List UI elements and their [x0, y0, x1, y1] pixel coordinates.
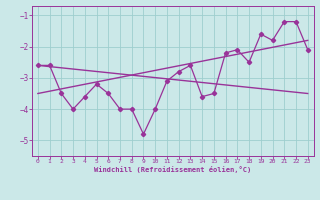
X-axis label: Windchill (Refroidissement éolien,°C): Windchill (Refroidissement éolien,°C) — [94, 166, 252, 173]
